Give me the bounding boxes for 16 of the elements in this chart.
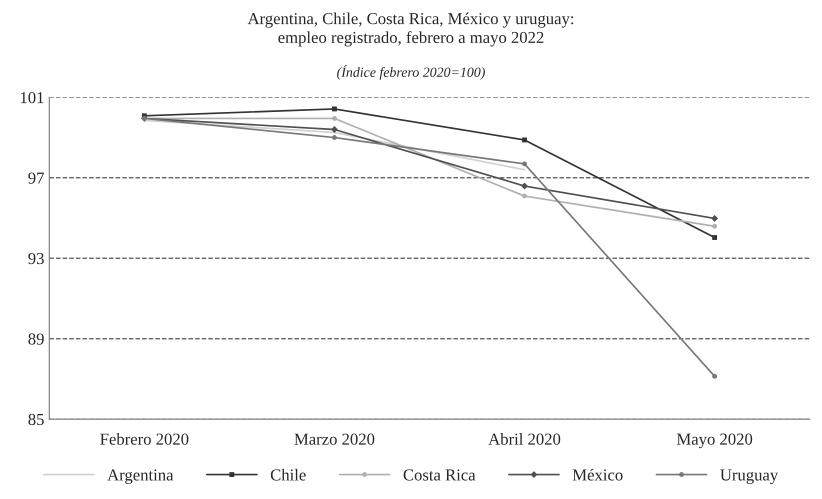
legend-label: Costa Rica — [404, 469, 476, 481]
y-tick-label: 89 — [28, 333, 44, 345]
y-tick-label: 85 — [28, 414, 44, 426]
y-tick-label: 101 — [20, 92, 44, 104]
x-tick-label: Mayo 2020 — [676, 433, 752, 448]
legend-label: México — [572, 468, 623, 481]
x-tick-label: Febrero 2020 — [100, 433, 188, 445]
legend-label: Uruguay — [720, 469, 778, 484]
chart-title: Argentina, Chile, Costa Rica, México y uruguay: empleo registrado, febrero a mayo 2022 — [248, 12, 574, 47]
legend-label: Argentina — [107, 469, 174, 484]
legend-label: Chile — [270, 468, 306, 481]
x-tick-label: Abril 2020 — [488, 433, 560, 445]
y-tick-label: 97 — [28, 172, 44, 184]
x-tick-label: Marzo 2020 — [294, 434, 374, 445]
y-tick-label: 93 — [28, 252, 44, 264]
chart-subtitle: (Índice febrero 2020=100) — [337, 64, 485, 80]
